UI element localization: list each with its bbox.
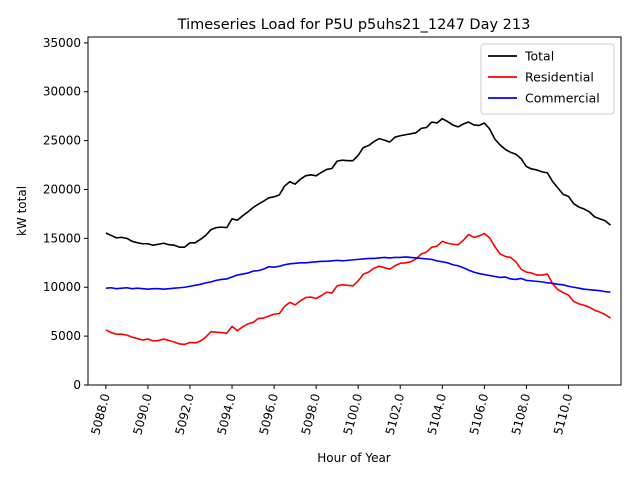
legend: Total Residential Commercial bbox=[480, 43, 615, 115]
legend-label-residential: Residential bbox=[525, 70, 594, 85]
y-tick-label: 20000 bbox=[43, 182, 81, 196]
series-line-residential bbox=[105, 232, 611, 346]
y-tick-label: 5000 bbox=[50, 329, 81, 343]
legend-label-commercial: Commercial bbox=[525, 91, 600, 106]
series-group bbox=[105, 117, 612, 346]
legend-label-total: Total bbox=[524, 49, 554, 64]
series-line-total bbox=[105, 117, 612, 248]
x-axis-label: Hour of Year bbox=[317, 451, 391, 465]
y-tick-label: 15000 bbox=[43, 231, 81, 245]
y-tick-label: 0 bbox=[73, 378, 81, 392]
chart-title: Timeseries Load for P5U p5uhs21_1247 Day… bbox=[177, 17, 531, 33]
y-tick-label: 25000 bbox=[43, 134, 81, 148]
legend-box bbox=[480, 43, 615, 115]
y-tick-label: 10000 bbox=[43, 280, 81, 294]
y-axis-label: kW total bbox=[15, 186, 29, 236]
y-tick-label: 30000 bbox=[43, 85, 81, 99]
series-line-commercial bbox=[105, 256, 611, 293]
y-tick-label: 35000 bbox=[43, 36, 81, 50]
y-axis-ticks: 0 5000 10000 15000 20000 25000 30000 35000 bbox=[43, 36, 88, 392]
